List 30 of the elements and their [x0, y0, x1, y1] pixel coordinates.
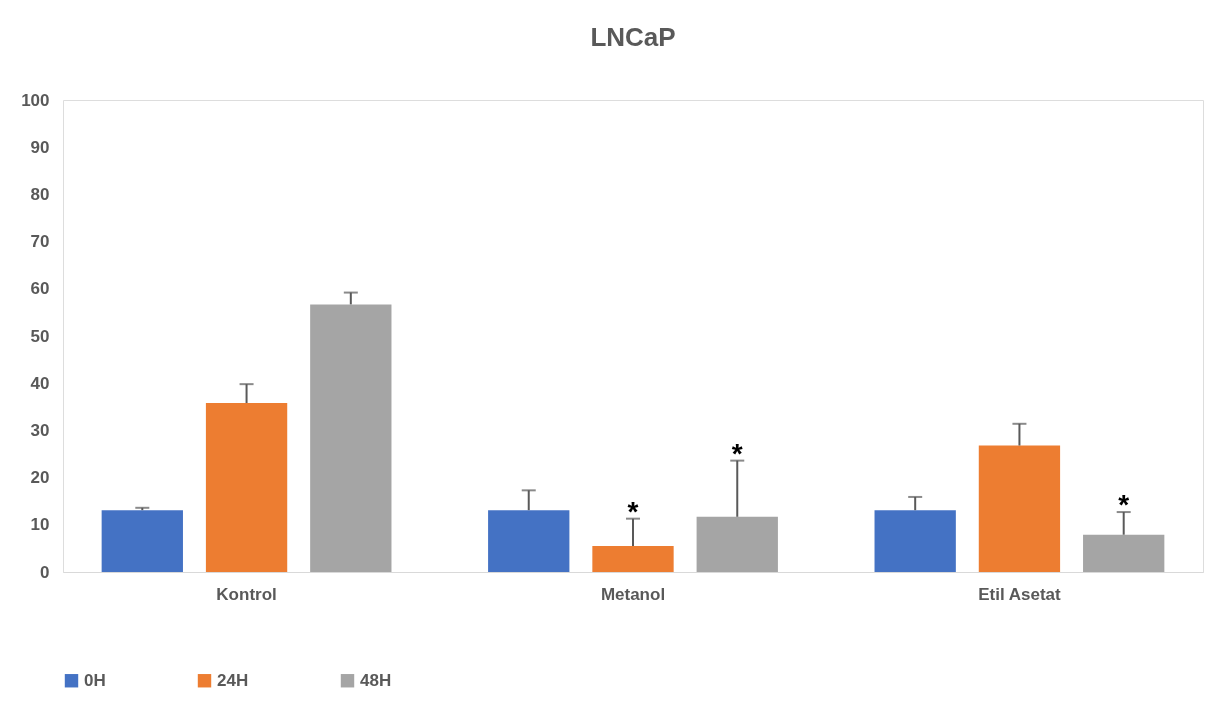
- annotation: *: [1118, 489, 1130, 521]
- y-tick-label: 20: [30, 468, 50, 488]
- bar: [978, 445, 1061, 572]
- x-tick-label: Kontrol: [216, 584, 277, 604]
- legend-label: 24H: [217, 670, 249, 690]
- bar: [310, 304, 392, 572]
- bar: [1083, 534, 1165, 572]
- x-tick-label: Metanol: [600, 584, 666, 604]
- annotation: *: [627, 495, 639, 527]
- bar: [696, 516, 778, 572]
- annotation: *: [731, 437, 743, 469]
- y-tick-label: 0: [40, 562, 50, 582]
- y-tick-label: 80: [30, 184, 50, 204]
- y-tick-label: 70: [30, 232, 50, 252]
- y-tick-label: 90: [30, 137, 50, 157]
- bar: [592, 546, 674, 572]
- bar: [874, 510, 956, 572]
- legend-label: 0H: [84, 670, 106, 690]
- x-tick-label: Etil Asetat: [978, 584, 1062, 604]
- y-tick-label: 50: [30, 326, 50, 346]
- bar: [101, 510, 183, 572]
- bar: [488, 510, 570, 572]
- y-tick-label: 30: [30, 420, 50, 440]
- chart-title: LNCaP: [590, 22, 676, 52]
- legend-label: 48H: [360, 670, 392, 690]
- y-tick-label: 10: [30, 515, 50, 535]
- y-tick-label: 60: [30, 279, 50, 299]
- y-tick-label: 100: [21, 90, 50, 110]
- y-tick-label: 40: [30, 373, 50, 393]
- bar: [205, 403, 288, 572]
